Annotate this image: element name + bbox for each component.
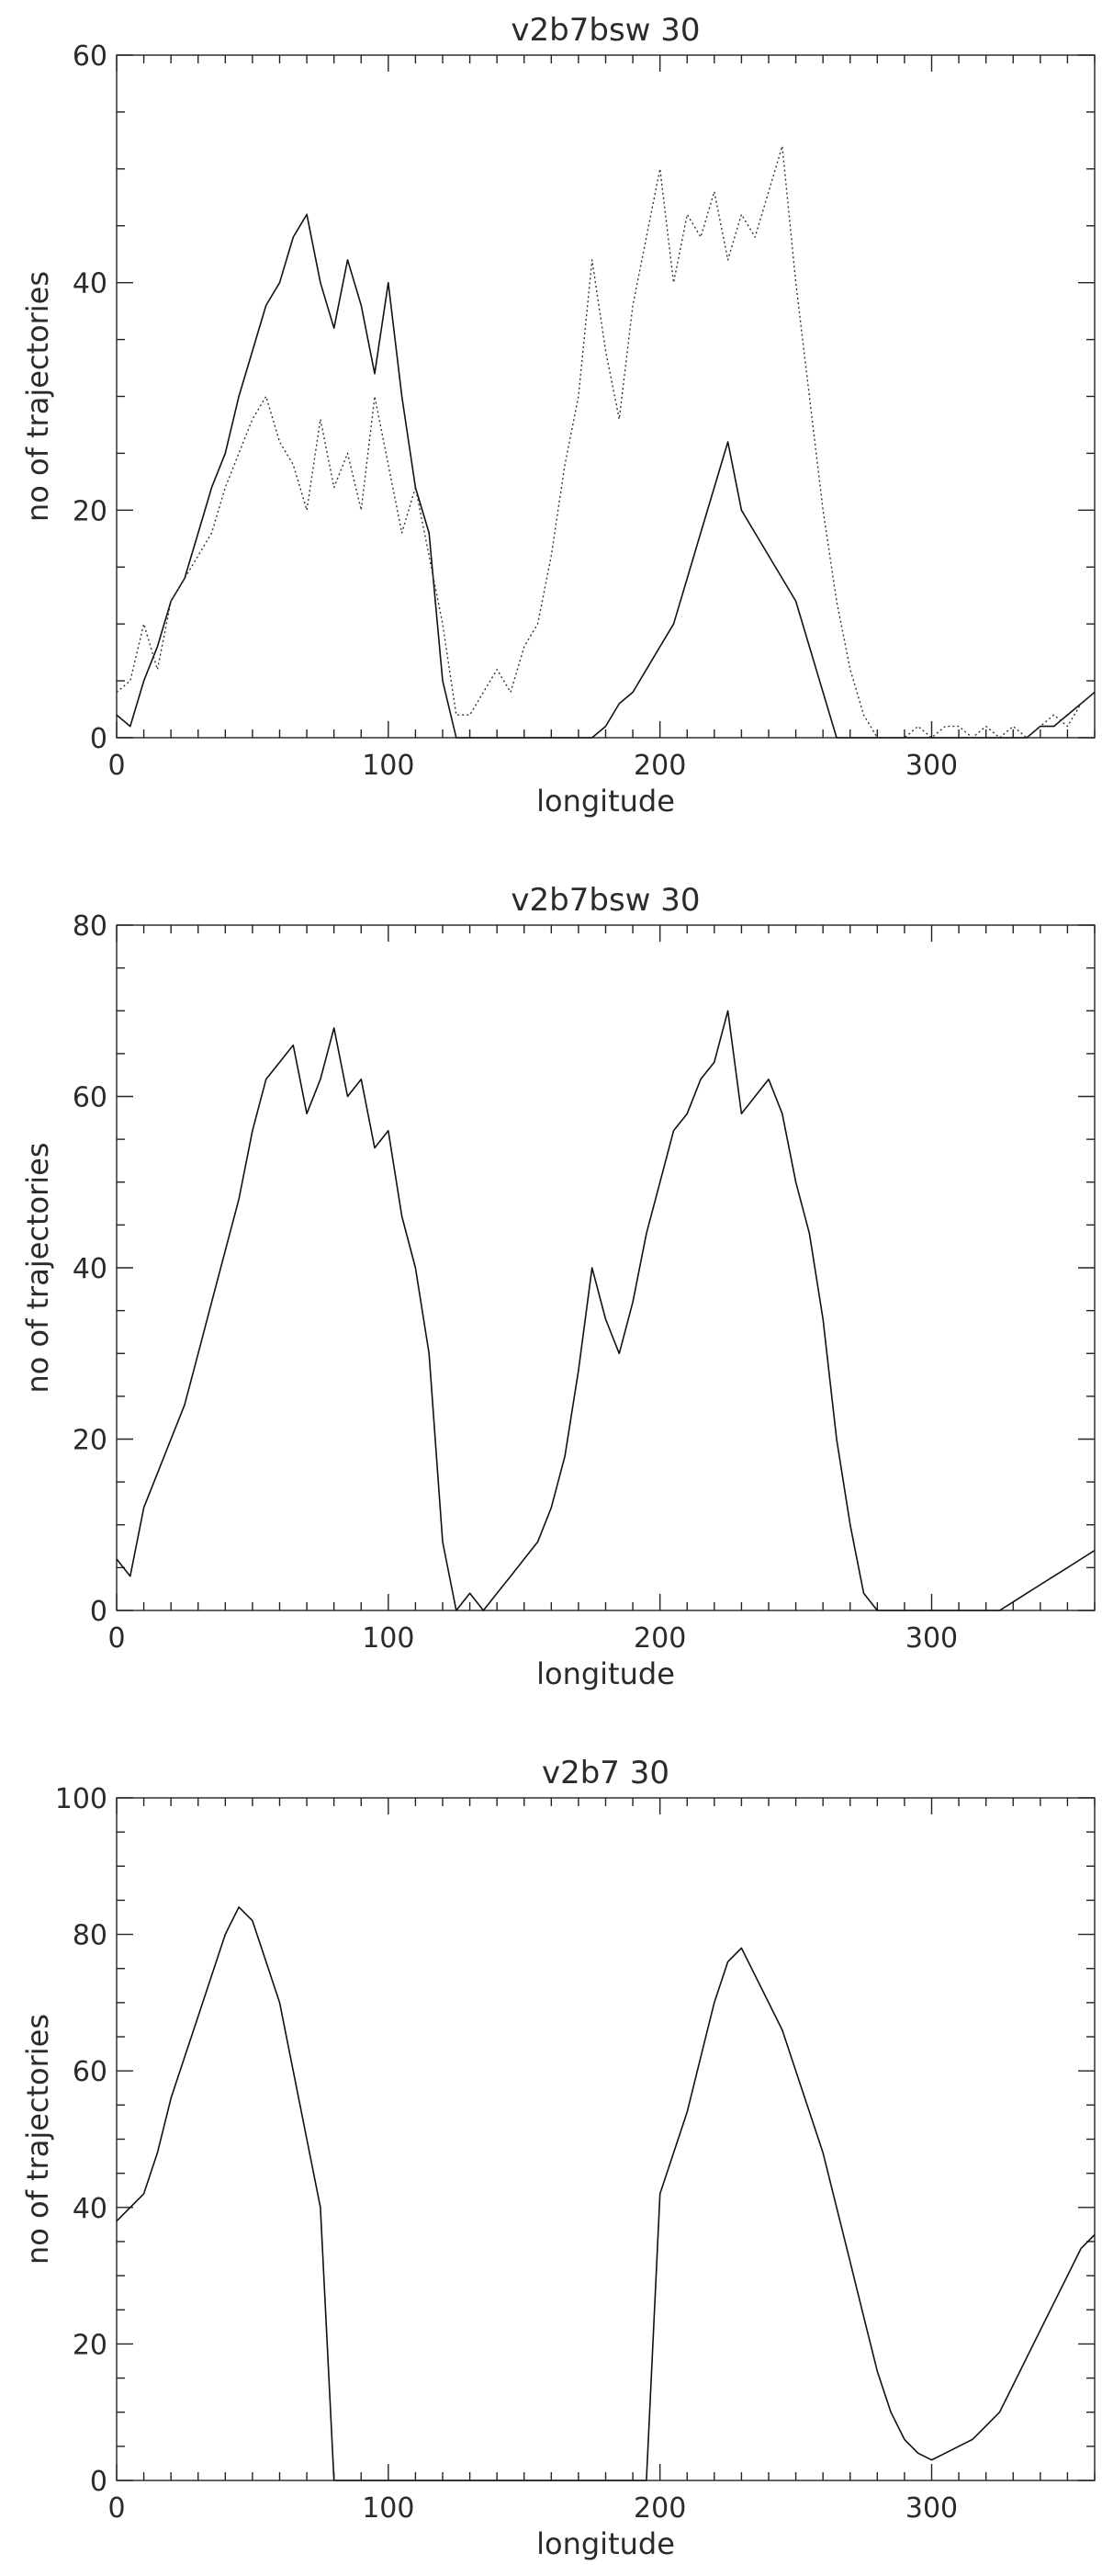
chart-panel-1: v2b7bsw 30 0 100 200 300 0 20 40 60 longitude no o… [20, 12, 1096, 819]
plot-frame [116, 1797, 1096, 2481]
x-tick-label: 300 [905, 750, 958, 782]
y-axis-label: no of trajectories [20, 2014, 55, 2265]
x-tick-label: 300 [905, 1622, 958, 1655]
x-axis-label: longitude [536, 1656, 675, 1691]
y-tick-label: 40 [73, 2193, 107, 2225]
y-axis-label: no of trajectories [20, 1142, 55, 1393]
series-line-dotted [116, 145, 1096, 739]
x-tick-label: 100 [362, 2492, 414, 2525]
y-tick-label: 60 [73, 40, 107, 73]
x-tick-label: 100 [362, 1622, 414, 1655]
x-tick-label: 100 [362, 750, 414, 782]
y-tick-label: 80 [73, 910, 107, 943]
y-tick-label: 40 [73, 1253, 107, 1285]
x-axis-label: longitude [536, 2526, 675, 2561]
x-tick-label: 200 [634, 1622, 686, 1655]
plot-frame [116, 924, 1096, 1611]
y-tick-label: 0 [90, 1596, 107, 1628]
x-axis-label: longitude [536, 784, 675, 819]
chart-title: v2b7bsw 30 [511, 12, 700, 49]
series-line-solid [116, 213, 1096, 739]
y-tick-label: 20 [73, 495, 107, 527]
plot-frame [116, 54, 1096, 739]
y-tick-label: 20 [73, 1425, 107, 1457]
y-tick-label: 80 [73, 1920, 107, 1952]
x-tick-label: 300 [905, 2492, 958, 2525]
series-line-solid [116, 1010, 1096, 1611]
chart-panel-3: v2b7 30 0 100 200 300 0 20 40 60 80 100 longitude no… [20, 1755, 1096, 2561]
y-axis-label: no of trajectories [20, 271, 55, 522]
chart-title: v2b7bsw 30 [511, 882, 700, 919]
x-tick-label: 0 [107, 2492, 125, 2525]
x-tick-label: 0 [107, 1622, 125, 1655]
x-tick-label: 200 [634, 2492, 686, 2525]
y-tick-label: 0 [90, 2466, 107, 2498]
y-tick-label: 60 [73, 2056, 107, 2088]
y-tick-label: 60 [73, 1082, 107, 1114]
y-tick-label: 100 [55, 1783, 107, 1815]
chart-panel-2: v2b7bsw 30 0 100 200 300 0 20 40 60 80 longitude no… [20, 882, 1096, 1691]
x-tick-label: 0 [107, 750, 125, 782]
y-tick-label: 40 [73, 268, 107, 300]
x-tick-label: 200 [634, 750, 686, 782]
y-tick-label: 0 [90, 723, 107, 755]
y-tick-label: 20 [73, 2329, 107, 2361]
chart-title: v2b7 30 [542, 1755, 669, 1791]
series-line-solid [116, 1906, 1096, 2481]
